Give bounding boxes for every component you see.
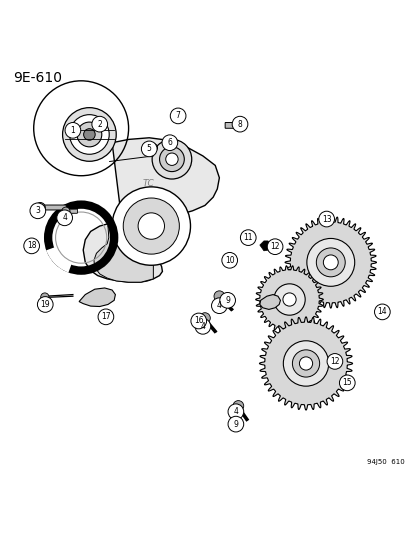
Circle shape: [306, 238, 354, 286]
Circle shape: [232, 116, 247, 132]
Circle shape: [228, 416, 243, 432]
Circle shape: [161, 135, 177, 150]
Polygon shape: [285, 216, 376, 308]
FancyBboxPatch shape: [40, 205, 66, 210]
Circle shape: [57, 210, 72, 225]
Circle shape: [37, 297, 53, 312]
Text: 6: 6: [167, 138, 172, 147]
Text: 4: 4: [200, 322, 205, 331]
Polygon shape: [83, 138, 219, 282]
Circle shape: [374, 304, 389, 320]
Circle shape: [282, 341, 328, 386]
Circle shape: [62, 108, 116, 161]
Text: 13: 13: [321, 215, 331, 223]
Text: 10: 10: [224, 256, 234, 265]
Polygon shape: [79, 288, 115, 306]
Circle shape: [40, 293, 49, 301]
Circle shape: [167, 141, 176, 149]
Text: 5: 5: [147, 144, 151, 154]
Circle shape: [221, 253, 237, 268]
Text: 17: 17: [101, 312, 110, 321]
Polygon shape: [259, 317, 352, 410]
Wedge shape: [46, 247, 72, 272]
Circle shape: [138, 213, 164, 239]
Circle shape: [165, 153, 178, 165]
Text: 18: 18: [27, 241, 36, 251]
Circle shape: [170, 108, 185, 124]
Text: 12: 12: [270, 242, 279, 251]
Circle shape: [326, 353, 342, 369]
Polygon shape: [259, 295, 280, 310]
Polygon shape: [259, 241, 270, 251]
Circle shape: [159, 147, 184, 172]
Circle shape: [195, 319, 210, 334]
Circle shape: [123, 198, 179, 254]
Circle shape: [267, 239, 282, 255]
Circle shape: [323, 255, 337, 270]
Text: 16: 16: [193, 317, 203, 326]
Text: 12: 12: [329, 357, 339, 366]
Text: TC: TC: [142, 180, 154, 189]
Circle shape: [273, 284, 304, 315]
Text: 8: 8: [237, 119, 242, 128]
Circle shape: [233, 401, 243, 411]
Text: 9: 9: [225, 296, 230, 305]
Circle shape: [112, 187, 190, 265]
Text: 94J50  610: 94J50 610: [366, 459, 404, 465]
Circle shape: [24, 238, 39, 254]
Circle shape: [190, 313, 206, 329]
Text: 4: 4: [233, 407, 238, 416]
Circle shape: [98, 309, 114, 325]
Text: 3: 3: [35, 206, 40, 215]
Circle shape: [240, 230, 256, 246]
Circle shape: [83, 128, 95, 140]
Text: 14: 14: [377, 308, 386, 317]
Circle shape: [35, 203, 45, 213]
Circle shape: [219, 293, 235, 308]
Circle shape: [339, 375, 354, 391]
Circle shape: [292, 350, 319, 377]
FancyBboxPatch shape: [225, 123, 236, 128]
Circle shape: [149, 143, 157, 152]
FancyBboxPatch shape: [62, 209, 77, 213]
Text: 4: 4: [62, 213, 67, 222]
Text: 9E-610: 9E-610: [13, 70, 62, 85]
Circle shape: [69, 115, 109, 154]
Circle shape: [299, 357, 312, 370]
Text: 15: 15: [342, 378, 351, 387]
Text: 7: 7: [175, 111, 180, 120]
Circle shape: [65, 123, 81, 138]
Text: 2: 2: [97, 119, 102, 128]
Text: 11: 11: [243, 233, 252, 242]
Circle shape: [211, 298, 227, 313]
Circle shape: [316, 248, 344, 277]
Circle shape: [214, 291, 224, 302]
Circle shape: [62, 207, 70, 215]
Text: 19: 19: [40, 300, 50, 309]
Text: 1: 1: [70, 126, 75, 135]
Circle shape: [92, 116, 107, 132]
Circle shape: [228, 404, 243, 419]
Text: 4: 4: [216, 301, 221, 310]
Circle shape: [30, 203, 45, 219]
Circle shape: [282, 293, 295, 306]
Circle shape: [152, 140, 191, 179]
Circle shape: [199, 313, 210, 324]
Circle shape: [141, 141, 157, 157]
Text: 9: 9: [233, 419, 238, 429]
Circle shape: [77, 122, 102, 147]
Polygon shape: [94, 225, 153, 282]
Polygon shape: [255, 266, 323, 333]
Circle shape: [318, 211, 334, 227]
